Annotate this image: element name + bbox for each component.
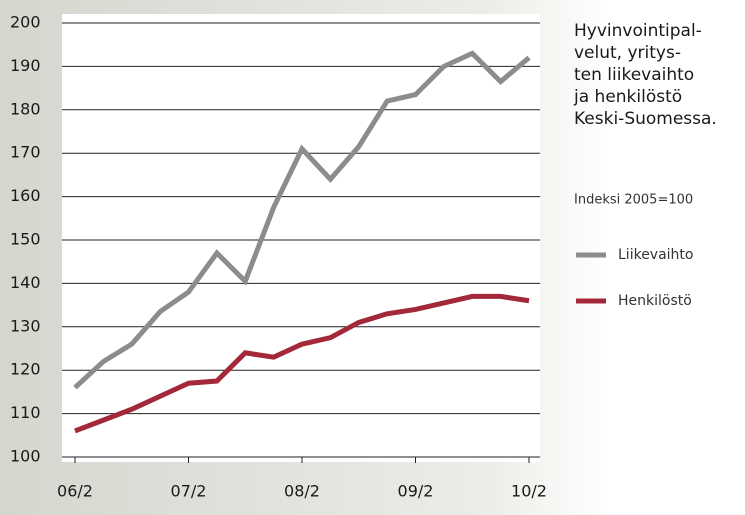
y-tick-label: 150 [10,230,41,249]
x-tick-label: 10/2 [511,482,547,501]
x-tick-label: 09/2 [398,482,434,501]
title-line: ten liikevaihto [574,65,694,85]
legend-label: Liikevaihto [618,247,693,263]
y-tick-label: 120 [10,360,41,379]
y-tick-label: 200 [10,13,41,32]
x-tick-label: 08/2 [284,482,320,501]
y-tick-label: 130 [10,316,41,335]
y-tick-label: 100 [10,447,41,466]
y-tick-label: 160 [10,186,41,205]
x-tick-label: 07/2 [171,482,207,501]
y-tick-label: 190 [10,56,41,75]
legend-label: Henkilöstö [618,293,692,309]
title-line: Keski-Suomessa. [574,109,717,129]
y-tick-label: 140 [10,273,41,292]
y-tick-label: 110 [10,403,41,422]
title-line: Hyvinvointipal- [574,21,702,41]
subtitle: Indeksi 2005=100 [574,193,693,208]
x-tick-label: 06/2 [57,482,93,501]
title-line: velut, yritys- [574,43,681,63]
plot-area [62,14,540,462]
y-tick-label: 170 [10,143,41,162]
title-line: ja henkilöstö [573,87,682,107]
y-tick-label: 180 [10,99,41,118]
series-line [73,50,531,390]
series-line [74,293,530,434]
